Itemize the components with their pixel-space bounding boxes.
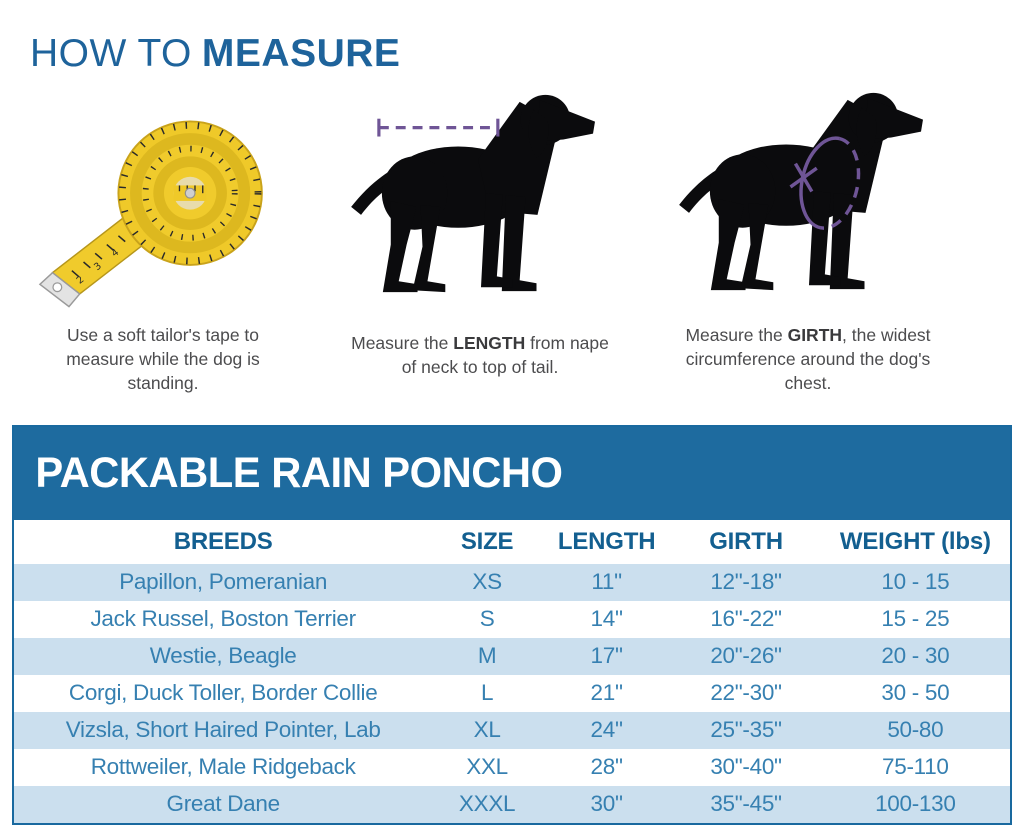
page-title-bold: MEASURE bbox=[201, 32, 401, 76]
caption-length-prefix: Measure the bbox=[351, 333, 454, 353]
size-cell: XXXL bbox=[458, 791, 516, 817]
caption-girth-suffix: , the widest circumference around the do… bbox=[685, 325, 931, 393]
length-cell: 14" bbox=[590, 606, 623, 632]
breeds-cell: Corgi, Duck Toller, Border Collie bbox=[68, 680, 378, 706]
table-row: Jack Russel, Boston Terrier S 14" 16"-22… bbox=[14, 601, 1010, 638]
dog-girth-icon bbox=[679, 92, 923, 291]
table-row: Papillon, Pomeranian XS 11" 12"-18" 10 -… bbox=[14, 564, 1010, 601]
size-cell: L bbox=[480, 680, 494, 706]
table-row: Great Dane XXXL 30" 35"-45" 100-130 bbox=[14, 786, 1010, 823]
length-cell: 11" bbox=[591, 569, 622, 595]
girth-cell: 22"-30" bbox=[710, 680, 782, 706]
size-chart-band: PACKABLE RAIN PONCHO bbox=[14, 427, 1010, 520]
step-length: Measure the LENGTH from nape of neck to … bbox=[330, 84, 630, 380]
weight-cell: 30 - 50 bbox=[881, 680, 950, 706]
step-girth: Measure the GIRTH, the widest circumfere… bbox=[658, 82, 958, 395]
column-header-size: SIZE bbox=[460, 528, 514, 555]
size-chart-title: PACKABLE RAIN PONCHO bbox=[35, 449, 563, 497]
weight-cell: 75-110 bbox=[882, 754, 949, 780]
table-row: Westie, Beagle M 17" 20"-26" 20 - 30 bbox=[14, 638, 1010, 675]
girth-cell: 12"-18" bbox=[710, 569, 782, 595]
caption-tape: Use a soft tailor's tape to measure whil… bbox=[45, 324, 281, 395]
caption-length-bold: LENGTH bbox=[453, 333, 526, 353]
table-row: Rottweiler, Male Ridgeback XXL 28" 30"-4… bbox=[14, 749, 1010, 786]
column-header-breeds: BREEDS bbox=[173, 528, 273, 555]
length-cell: 24" bbox=[590, 717, 623, 743]
size-cell: S bbox=[479, 606, 495, 632]
size-chart-header-row: BREEDS SIZE LENGTH GIRTH WEIGHT (lbs) bbox=[14, 520, 1010, 564]
size-cell: XXL bbox=[466, 754, 508, 780]
svg-text:4: 4 bbox=[110, 247, 122, 259]
size-cell: M bbox=[477, 643, 497, 669]
caption-length-suffix: from nape of neck to top of tail. bbox=[401, 333, 609, 377]
girth-cell: 30"-40" bbox=[710, 754, 782, 780]
girth-cell: 20"-26" bbox=[710, 643, 782, 669]
length-cell: 17" bbox=[590, 643, 623, 669]
weight-cell: 50-80 bbox=[887, 717, 944, 743]
tape-measure-icon: 2 3 4 bbox=[38, 120, 263, 308]
girth-cell: 16"-22" bbox=[710, 606, 782, 632]
caption-girth: Measure the GIRTH, the widest circumfere… bbox=[660, 324, 956, 395]
caption-girth-bold: GIRTH bbox=[787, 325, 843, 345]
breeds-cell: Papillon, Pomeranian bbox=[119, 569, 328, 595]
breeds-cell: Jack Russel, Boston Terrier bbox=[90, 606, 356, 632]
size-chart: PACKABLE RAIN PONCHO BREEDS SIZE LENGTH … bbox=[12, 425, 1012, 825]
weight-cell: 10 - 15 bbox=[881, 569, 950, 595]
length-cell: 21" bbox=[590, 680, 623, 706]
breeds-cell: Westie, Beagle bbox=[149, 643, 297, 669]
weight-cell: 100-130 bbox=[875, 791, 956, 817]
weight-cell: 20 - 30 bbox=[881, 643, 950, 669]
caption-girth-prefix: Measure the bbox=[685, 325, 788, 345]
breeds-cell: Rottweiler, Male Ridgeback bbox=[90, 754, 356, 780]
svg-text:2: 2 bbox=[75, 274, 87, 286]
girth-measure-ellipse bbox=[789, 136, 861, 230]
step-tape: 2 3 4 Use a soft tai bbox=[18, 90, 308, 395]
breeds-cell: Great Dane bbox=[166, 791, 281, 817]
size-cell: XL bbox=[473, 717, 501, 743]
caption-length: Measure the LENGTH from nape of neck to … bbox=[347, 332, 613, 380]
weight-cell: 15 - 25 bbox=[881, 606, 950, 632]
breeds-cell: Vizsla, Short Haired Pointer, Lab bbox=[65, 717, 381, 743]
girth-cell: 35"-45" bbox=[710, 791, 782, 817]
girth-cell: 25"-35" bbox=[710, 717, 782, 743]
column-header-weight: WEIGHT (lbs) bbox=[839, 528, 991, 555]
length-cell: 30" bbox=[590, 791, 623, 817]
column-header-length: LENGTH bbox=[557, 528, 656, 555]
table-row: Corgi, Duck Toller, Border Collie L 21" … bbox=[14, 675, 1010, 712]
caption-tape-text: Use a soft tailor's tape to measure whil… bbox=[66, 325, 260, 393]
svg-text:3: 3 bbox=[92, 261, 104, 273]
page-title: HOW TO MEASURE bbox=[30, 32, 400, 76]
dog-length-icon bbox=[351, 94, 595, 293]
column-header-girth: GIRTH bbox=[709, 528, 783, 555]
length-measure-line bbox=[377, 118, 500, 137]
table-row: Vizsla, Short Haired Pointer, Lab XL 24"… bbox=[14, 712, 1010, 749]
size-cell: XS bbox=[472, 569, 502, 595]
length-cell: 28" bbox=[590, 754, 623, 780]
page-title-regular: HOW TO bbox=[30, 32, 192, 76]
